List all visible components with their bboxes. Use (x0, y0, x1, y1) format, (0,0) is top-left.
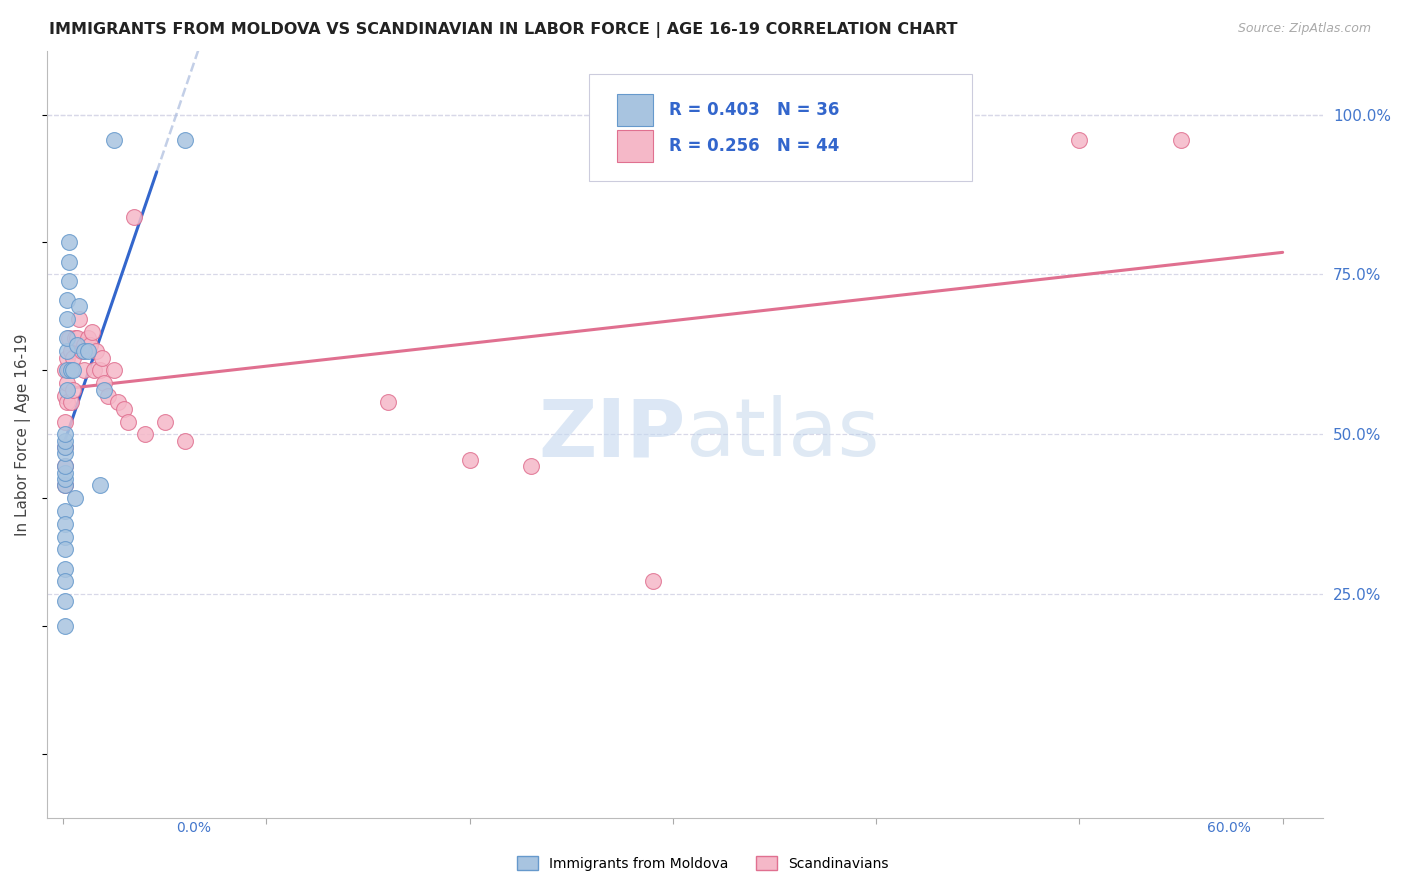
Text: IMMIGRANTS FROM MOLDOVA VS SCANDINAVIAN IN LABOR FORCE | AGE 16-19 CORRELATION C: IMMIGRANTS FROM MOLDOVA VS SCANDINAVIAN … (49, 22, 957, 38)
Point (60, 344, 83, 359)
Point (1170, 133, 1192, 147)
Point (80, 325, 103, 339)
Point (89, 363, 111, 377)
Point (103, 363, 125, 377)
Point (58, 331, 80, 345)
Point (76, 344, 98, 359)
Text: R = 0.403   N = 36: R = 0.403 N = 36 (668, 101, 839, 119)
Point (56, 293, 79, 307)
Point (112, 401, 135, 416)
Point (53, 574, 76, 589)
FancyBboxPatch shape (589, 74, 973, 181)
Point (53, 542, 76, 557)
Point (79, 338, 101, 352)
Point (56, 351, 79, 365)
Point (58, 274, 80, 288)
Point (56, 383, 79, 397)
Point (58, 363, 80, 377)
Point (53, 427, 76, 442)
Point (53, 466, 76, 480)
Point (53, 415, 76, 429)
Point (53, 593, 76, 607)
Text: ZIP: ZIP (538, 395, 685, 474)
Point (97, 389, 120, 403)
Point (458, 453, 481, 467)
Point (377, 395, 399, 409)
Bar (617, 129, 654, 162)
Point (134, 427, 156, 442)
Point (56, 395, 79, 409)
Point (62, 363, 84, 377)
Point (60, 395, 83, 409)
Point (72, 363, 94, 377)
Point (60, 363, 83, 377)
Point (53, 363, 76, 377)
Point (153, 415, 176, 429)
Legend: Immigrants from Moldova, Scandinavians: Immigrants from Moldova, Scandinavians (512, 850, 894, 876)
Point (519, 459, 541, 474)
Point (124, 210, 146, 224)
Point (53, 516, 76, 531)
Point (107, 395, 129, 409)
Point (53, 459, 76, 474)
Text: 60.0%: 60.0% (1208, 821, 1251, 835)
Point (90, 351, 112, 365)
Point (641, 574, 664, 589)
Text: atlas: atlas (685, 395, 880, 474)
Point (53, 530, 76, 544)
Point (53, 440, 76, 454)
Text: R = 0.256   N = 44: R = 0.256 N = 44 (668, 136, 839, 155)
Point (103, 133, 125, 147)
Text: 0.0%: 0.0% (176, 821, 211, 835)
Point (93, 376, 115, 391)
Point (174, 133, 197, 147)
Point (89, 478, 111, 492)
Point (66, 338, 89, 352)
Point (72, 338, 94, 352)
Point (70, 344, 93, 359)
Point (53, 478, 76, 492)
Point (72, 344, 94, 359)
Point (174, 434, 197, 448)
Point (53, 472, 76, 486)
Point (69, 300, 91, 314)
Point (83, 363, 105, 377)
Point (65, 491, 87, 506)
Point (93, 383, 115, 397)
Point (53, 478, 76, 492)
Point (53, 459, 76, 474)
Point (58, 254, 80, 268)
Point (53, 434, 76, 448)
Point (56, 363, 79, 377)
Point (56, 344, 79, 359)
Point (56, 376, 79, 391)
Text: Source: ZipAtlas.com: Source: ZipAtlas.com (1237, 22, 1371, 36)
Point (53, 389, 76, 403)
Point (56, 312, 79, 326)
Point (62, 351, 84, 365)
Y-axis label: In Labor Force | Age 16-19: In Labor Force | Age 16-19 (15, 333, 31, 535)
Point (76, 331, 98, 345)
Point (53, 504, 76, 518)
Point (62, 383, 84, 397)
Point (117, 415, 139, 429)
Point (53, 619, 76, 633)
Point (56, 331, 79, 345)
Point (69, 312, 91, 326)
Point (53, 446, 76, 460)
Point (66, 331, 89, 345)
Point (65, 331, 87, 345)
Bar (617, 94, 654, 126)
Point (1069, 133, 1091, 147)
Point (53, 440, 76, 454)
Point (84, 344, 107, 359)
Point (53, 561, 76, 575)
Point (58, 235, 80, 250)
